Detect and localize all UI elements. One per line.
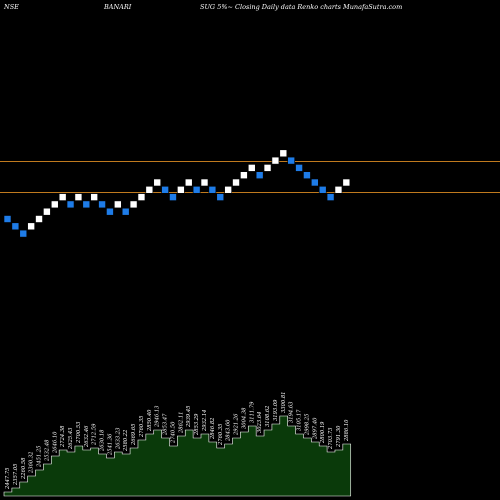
renko-brick-up (177, 186, 185, 194)
renko-brick-up (35, 215, 43, 223)
renko-brick-up (200, 178, 209, 187)
volume-label: 2800.19 (320, 421, 326, 444)
volume-label: 2853.47 (163, 413, 169, 436)
volume-label: 2451.25 (37, 446, 43, 468)
renko-brick-up (137, 193, 146, 201)
exchange-label: NSE (3, 3, 19, 11)
volume-label: 2712.59 (92, 423, 98, 446)
renko-brick-up (58, 193, 67, 201)
renko-brick-up (263, 164, 272, 172)
volume-label: 2669.65 (131, 424, 137, 446)
volume-fill (3, 415, 352, 497)
renko-brick-up (50, 200, 59, 209)
symbol-label: BANARI (103, 3, 132, 11)
volume-label: 3300.81 (281, 392, 287, 413)
renko-brick-down (19, 229, 28, 238)
renko-brick-down (303, 171, 311, 179)
volume-label: 2632.46 (84, 425, 90, 448)
renko-brick-up (342, 178, 351, 187)
volume-label: 2946.13 (155, 405, 161, 428)
renko-brick-down (106, 207, 114, 216)
volume-label: 2921.26 (234, 413, 240, 436)
renko-brick-down (11, 222, 20, 231)
renko-brick-up (184, 178, 193, 187)
volume-label: 3108.62 (265, 406, 271, 427)
volume-label: 3105.17 (297, 409, 303, 431)
renko-brick-down (287, 156, 295, 165)
renko-brick-up (114, 200, 122, 209)
renko-brick-down (82, 200, 91, 209)
renko-brick-up (224, 186, 232, 194)
renko-brick-down (216, 193, 225, 201)
renko-brick-down (169, 193, 177, 201)
volume-label: 2846.82 (210, 418, 216, 440)
volume-label: 2724.38 (60, 425, 66, 448)
renko-brick-up (43, 207, 51, 216)
volume-label: 2886.10 (344, 419, 350, 442)
volume-label: 2580.22 (123, 430, 129, 452)
renko-brick-down (295, 164, 303, 172)
volume-label: 2260.58 (21, 457, 27, 480)
renko-brick-up (27, 222, 35, 231)
volume-label: 2998.25 (304, 414, 310, 436)
renko-brick-down (161, 186, 169, 194)
renko-brick-up (247, 164, 256, 172)
volume-label: 2357.05 (13, 464, 19, 486)
renko-brick-down (121, 207, 130, 216)
renko-brick-up (145, 186, 154, 194)
volume-label: 2625.43 (68, 427, 74, 450)
renko-brick-down (311, 178, 319, 187)
volume-label: 2897.40 (312, 417, 318, 440)
renko-brick-up (90, 193, 98, 201)
volume-label: 2740.50 (170, 421, 176, 444)
renko-brick-down (66, 200, 75, 209)
renko-brick-down (98, 200, 106, 209)
volume-label: 3194.63 (289, 401, 295, 423)
volume-area (3, 415, 352, 497)
volume-label: 2360.32 (29, 452, 35, 474)
volume-label: 2760.35 (218, 424, 224, 446)
renko-brick-up (279, 149, 288, 158)
volume-label: 2630.18 (100, 429, 106, 452)
volume-labels: 2447.75 2357.05 2260.58 2360.32 2451.25 2532.… (5, 392, 350, 490)
renko-brick-up (271, 156, 280, 165)
renko-brick-up (153, 178, 162, 187)
volume-label: 2447.75 (5, 468, 11, 490)
renko-brick-down (326, 193, 335, 201)
renko-brick-down (192, 186, 201, 194)
renko-brick-down (318, 186, 327, 194)
volume-label: 2646.10 (52, 431, 58, 454)
renko-brick-up (74, 193, 83, 201)
renko-brick-up (334, 186, 343, 194)
volume-label: 2939.45 (186, 406, 192, 428)
volume-label: 2843.60 (226, 419, 232, 442)
volume-label: 2703.73 (328, 427, 334, 450)
volume-label: 2633.23 (115, 427, 121, 450)
volume-label: 2760.35 (139, 416, 145, 438)
renko-brick-down (255, 171, 264, 179)
volume-label: 2532.48 (44, 439, 50, 462)
chart-title: SUG 5%~ Closing Daily data Renko charts … (200, 3, 402, 11)
renko-brick-up (129, 200, 138, 209)
resistance-lines (0, 161, 500, 193)
volume-label: 2850.40 (147, 409, 153, 432)
volume-label: 2862.11 (178, 412, 184, 434)
volume-label: 3023.64 (257, 412, 263, 433)
volume-label: 2700.53 (76, 421, 82, 444)
renko-brick-down (208, 186, 217, 194)
volume-label: 2853.29 (194, 413, 200, 436)
volume-label: 2541.36 (107, 433, 113, 456)
volume-label: 3193.09 (273, 399, 279, 421)
volume-label: 2932.14 (202, 410, 208, 432)
volume-label: 3111.79 (249, 401, 255, 423)
renko-bricks (3, 149, 351, 238)
renko-brick-up (240, 171, 248, 179)
volume-label: 2791.30 (336, 425, 342, 448)
volume-label: 3004.38 (241, 407, 247, 429)
renko-brick-up (232, 178, 240, 187)
renko-brick-down (3, 215, 12, 223)
